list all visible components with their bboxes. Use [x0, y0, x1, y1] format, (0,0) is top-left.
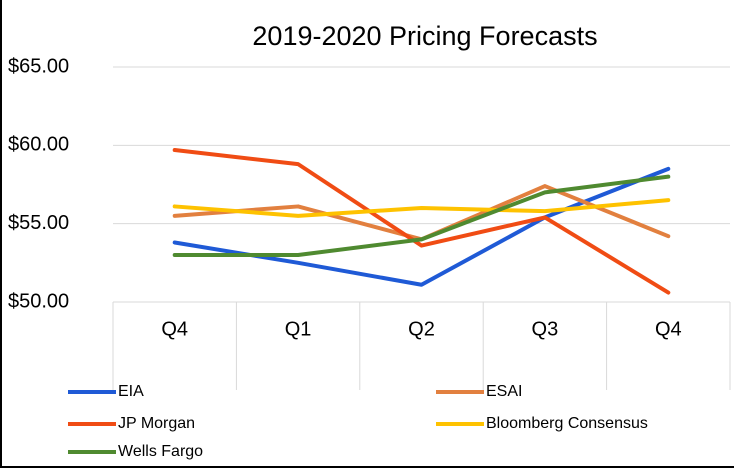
y-tick-label: $60.00	[8, 134, 69, 156]
legend-label: Bloomberg Consensus	[486, 415, 648, 432]
x-tick-label: Q2	[408, 318, 435, 340]
legend-label: EIA	[118, 383, 144, 400]
series-line	[172, 198, 671, 218]
y-tick-label: $55.00	[8, 212, 69, 234]
x-tick-label: Q1	[285, 318, 312, 340]
legend-label: JP Morgan	[118, 415, 195, 432]
x-tick-label: Q3	[532, 318, 559, 340]
series-line	[172, 174, 671, 257]
legend-label: ESAI	[486, 383, 522, 400]
y-tick-label: $65.00	[8, 55, 69, 77]
legend-label: Wells Fargo	[118, 443, 203, 460]
x-tick-label: Q4	[655, 318, 682, 340]
chart-title: 2019-2020 Pricing Forecasts	[252, 21, 597, 51]
series-line	[172, 148, 671, 295]
y-tick-label: $50.00	[8, 290, 69, 312]
x-tick-label: Q4	[161, 318, 188, 340]
